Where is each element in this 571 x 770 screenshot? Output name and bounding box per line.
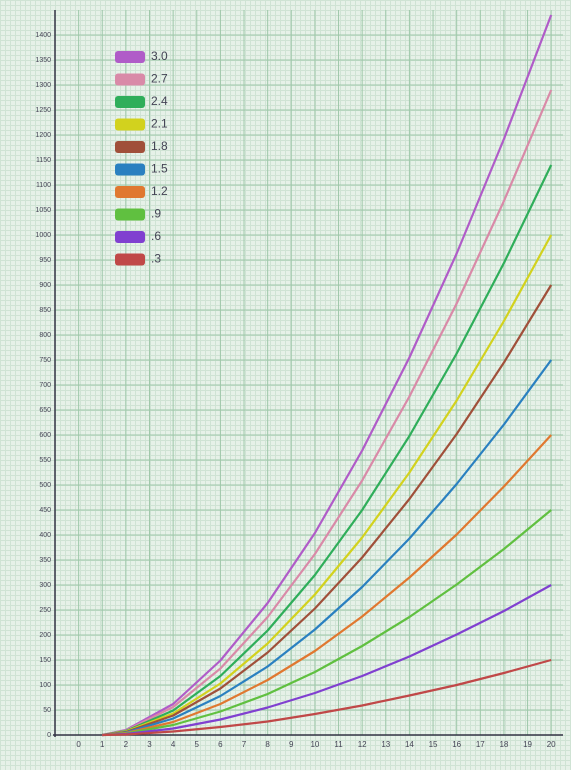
legend-label: 2.4 [151,94,168,108]
y-tick-label: 1300 [35,82,51,89]
legend-label: .6 [151,229,161,243]
x-tick-label: 16 [452,740,461,749]
graph-paper: 0501001502002503003504004505005506006507… [0,0,571,770]
series-line [102,15,551,735]
legend-label: 2.1 [151,117,168,131]
y-tick-label: 450 [39,507,51,514]
y-tick-label: 400 [39,532,51,539]
legend-swatch [115,164,145,176]
y-tick-label: 0 [47,732,51,739]
legend-label: 1.5 [151,162,168,176]
x-tick-label: 1 [100,740,105,749]
y-tick-label: 550 [39,457,51,464]
y-tick-label: 1000 [35,232,51,239]
y-tick-label: 50 [43,707,51,714]
x-tick-label: 10 [310,740,319,749]
x-tick-label: 12 [358,740,367,749]
legend-label: .3 [151,252,161,266]
chart: 0501001502002503003504004505005506006507… [0,0,571,770]
x-tick-label: 17 [476,740,485,749]
x-tick-label: 6 [218,740,223,749]
y-tick-label: 750 [39,357,51,364]
x-tick-label: 9 [289,740,294,749]
y-tick-label: 350 [39,557,51,564]
x-tick-label: 19 [523,740,532,749]
y-tick-label: 600 [39,432,51,439]
legend-swatch [115,186,145,198]
legend-swatch [115,254,145,266]
x-tick-label: 0 [76,740,81,749]
legend-swatch [115,96,145,108]
legend-swatch [115,51,145,63]
y-tick-label: 300 [39,582,51,589]
legend-label: 1.8 [151,139,168,153]
x-tick-label: 18 [499,740,508,749]
y-tick-label: 100 [39,682,51,689]
y-tick-label: 900 [39,282,51,289]
x-tick-label: 15 [429,740,438,749]
legend-label: 1.2 [151,184,168,198]
legend-swatch [115,74,145,86]
y-tick-label: 1250 [35,107,51,114]
y-tick-label: 1150 [36,157,51,164]
y-tick-label: 950 [39,257,51,264]
x-tick-label: 11 [334,740,343,749]
y-tick-label: 800 [39,332,51,339]
y-tick-label: 250 [39,607,51,614]
y-tick-label: 1200 [35,132,51,139]
x-tick-label: 5 [195,740,200,749]
x-tick-label: 8 [265,740,270,749]
y-tick-label: 500 [39,482,51,489]
legend-swatch [115,231,145,243]
legend-swatch [115,141,145,153]
legend-label: .9 [151,207,161,221]
x-tick-label: 7 [242,740,247,749]
legend-swatch [115,209,145,221]
y-tick-label: 650 [39,407,51,414]
legend-label: 3.0 [151,49,168,63]
x-tick-label: 14 [405,740,414,749]
y-tick-label: 200 [39,632,51,639]
y-tick-label: 700 [39,382,51,389]
legend-swatch [115,119,145,131]
x-tick-label: 20 [547,740,556,749]
x-tick-label: 2 [124,740,129,749]
y-tick-label: 1100 [36,182,51,189]
y-tick-label: 1350 [35,57,51,64]
y-tick-label: 850 [39,307,51,314]
x-tick-label: 3 [147,740,152,749]
y-tick-label: 1400 [35,32,51,39]
y-tick-label: 150 [39,657,51,664]
x-tick-label: 13 [381,740,390,749]
x-tick-label: 4 [171,740,176,749]
legend-label: 2.7 [151,72,168,86]
series-line [102,510,551,735]
y-tick-label: 1050 [35,207,51,214]
